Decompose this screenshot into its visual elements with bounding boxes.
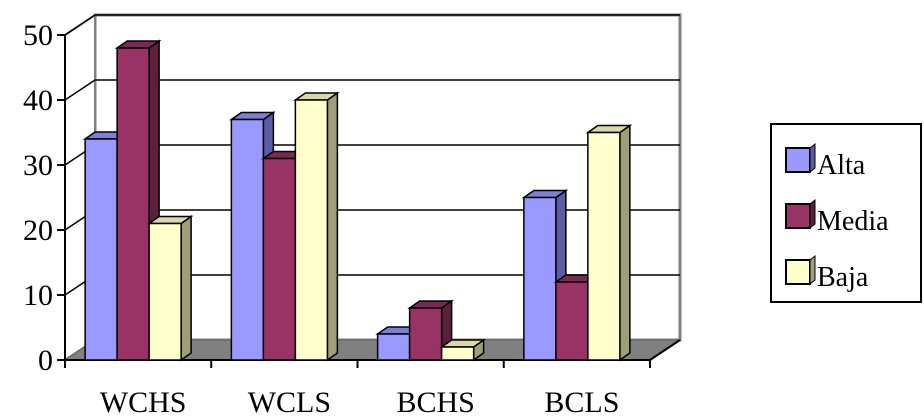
legend-item-baja: Baja (785, 254, 869, 293)
bar-front (294, 99, 329, 361)
bar-front (376, 333, 411, 361)
bar-front (555, 281, 589, 361)
legend-item-media: Media (785, 198, 889, 237)
bar-front (408, 307, 443, 361)
legend-item-alta: Alta (785, 142, 866, 181)
legend-items: Alta Media Baja (785, 142, 889, 293)
y-axis-ticks: 0 10 20 30 40 50 (23, 19, 65, 377)
legend: Alta Media Baja (770, 123, 922, 303)
x-tick-label: WCHS (100, 386, 187, 416)
y-tick-label: 50 (23, 19, 53, 52)
bar-side (180, 215, 192, 362)
x-axis-ticks (64, 360, 651, 368)
y-tick-label: 40 (23, 84, 53, 117)
bar-front (116, 47, 150, 361)
legend-label: Media (817, 206, 889, 237)
y-tick-label: 20 (23, 214, 53, 247)
legend-label: Baja (817, 262, 869, 293)
bar-baja-bcls (585, 124, 633, 362)
bar-front (148, 222, 182, 361)
bar-baja-bchs (439, 338, 487, 362)
bar-baja-wcls (292, 91, 340, 362)
y-tick-label: 30 (23, 149, 53, 182)
y-tick-label: 10 (23, 279, 53, 312)
bar-baja-wchs (146, 215, 194, 362)
legend-swatch-side (809, 254, 816, 286)
bar-alta-bcls (521, 189, 569, 362)
legend-swatch-side (809, 142, 816, 174)
legend-swatch (785, 259, 811, 285)
legend-swatch (785, 147, 811, 173)
gridline-diagonal (64, 14, 96, 36)
y-tick-label: 0 (38, 344, 53, 377)
x-tick-label: BCLS (544, 386, 619, 416)
bar-front (587, 131, 621, 361)
x-tick-label: BCHS (396, 386, 474, 416)
bar-front (523, 196, 557, 361)
bar-front (230, 118, 265, 361)
bar-front (262, 157, 297, 361)
bars (82, 39, 633, 362)
gridline-diagonal (64, 79, 96, 101)
bar-front (440, 346, 475, 361)
bar-media-bchs (407, 299, 455, 362)
x-axis-labels: WCHS WCLS BCHS BCLS (100, 386, 620, 416)
floor-right-edge (649, 339, 681, 361)
bar-side (619, 124, 631, 362)
bar-front (84, 138, 118, 361)
legend-swatch (785, 203, 811, 229)
x-tick-label: WCLS (248, 386, 331, 416)
bar-side (326, 91, 339, 362)
legend-label: Alta (817, 150, 866, 181)
legend-swatch-side (809, 198, 816, 230)
